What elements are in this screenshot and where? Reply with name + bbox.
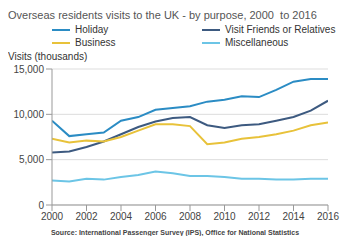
svg-text:0: 0 (38, 200, 44, 211)
svg-text:2006: 2006 (144, 211, 167, 222)
html-text:Visits (thousands): Visits (thousands) (8, 51, 88, 62)
html-text:Miscellaneous: Miscellaneous (225, 37, 289, 48)
svg-text:2016: 2016 (317, 211, 340, 222)
svg-text:2012: 2012 (248, 211, 271, 222)
html-text:Holiday: Holiday (75, 24, 109, 35)
svg-text:10,000: 10,000 (13, 109, 44, 120)
svg-text:2002: 2002 (75, 211, 98, 222)
html-text:Business: Business (75, 37, 116, 48)
svg-text:2004: 2004 (110, 211, 133, 222)
svg-text:2000: 2000 (41, 211, 64, 222)
html-text:Overseas residents visits to t: Overseas residents visits to the UK - by… (8, 9, 317, 21)
svg-text:2014: 2014 (282, 211, 305, 222)
html-text:Visit Friends or Relatives: Visit Friends or Relatives (225, 24, 336, 35)
svg-text:2008: 2008 (179, 211, 202, 222)
svg-text:15,000: 15,000 (13, 64, 44, 75)
html-text:Source: International Passenge: Source: International Passenger Survey (… (50, 229, 300, 236)
svg-text:2010: 2010 (213, 211, 236, 222)
svg-text:5,000: 5,000 (19, 154, 44, 165)
